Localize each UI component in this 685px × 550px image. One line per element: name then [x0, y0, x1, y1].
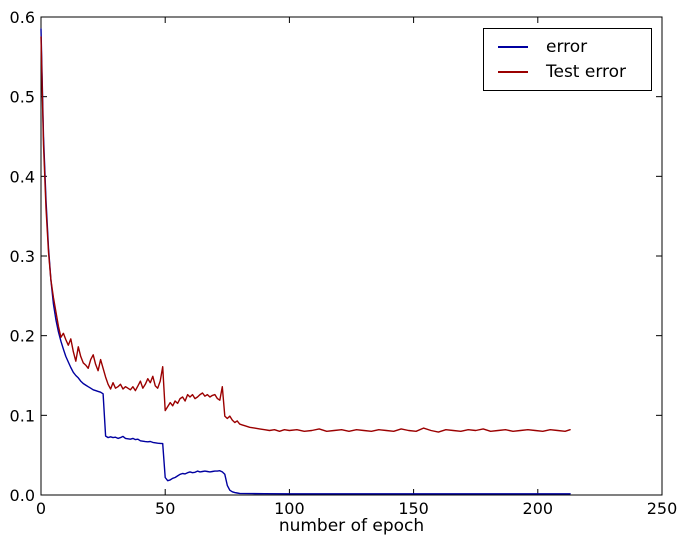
legend-line-sample-test-error	[498, 71, 528, 74]
legend-line-sample-error	[498, 45, 528, 48]
x-tick-label: 200	[523, 499, 554, 518]
x-tick-label: 150	[398, 499, 429, 518]
legend: error Test error	[483, 28, 652, 91]
y-tick-label: 0.1	[10, 406, 35, 425]
y-tick-label: 0.2	[10, 327, 35, 346]
y-tick-label: 0.3	[10, 247, 35, 266]
series-line-error	[40, 28, 571, 495]
legend-label-test-error: Test error	[546, 62, 627, 83]
y-tick-label: 0.0	[10, 486, 35, 505]
y-tick-label: 0.6	[10, 8, 35, 27]
x-tick-label: 250	[647, 499, 678, 518]
x-axis-label: number of epoch	[278, 516, 425, 536]
x-tick-label: 100	[274, 499, 305, 518]
series-line-test-error	[40, 36, 571, 433]
legend-item-test-error: Test error	[498, 62, 651, 82]
y-tick-label: 0.5	[10, 88, 35, 107]
y-tick-label: 0.4	[10, 167, 35, 186]
x-tick-label: 50	[155, 499, 175, 518]
legend-item-error: error	[498, 37, 651, 57]
legend-label-error: error	[546, 36, 588, 57]
x-tick-label: 0	[36, 499, 46, 518]
